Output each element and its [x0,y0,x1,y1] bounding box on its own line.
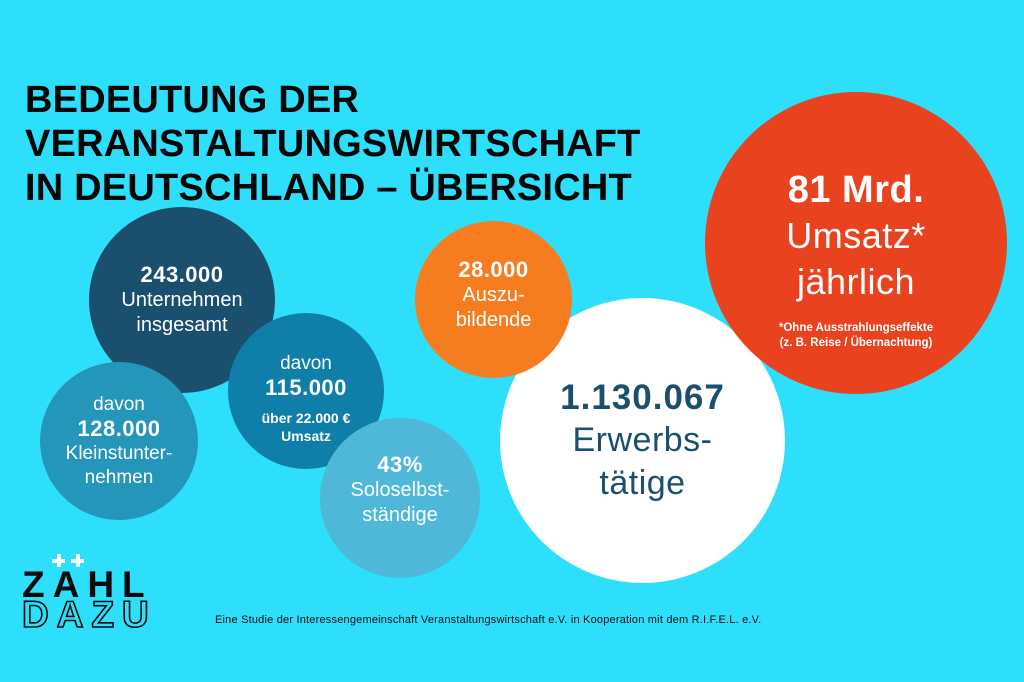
bubble-value: 128.000 [77,415,161,441]
logo-zahl-dazu: ZAHL DAZU [21,553,157,635]
bubble-solo-self-employed: 43% Soloselbst- ständige [320,418,480,578]
title-line-1: BEDEUTUNG DER [25,79,360,121]
bubble-sublabel-line: Umsatz [281,427,331,444]
title-line-2: VERANSTALTUNGSWIRTSCHAFT [25,123,641,165]
plus-icon [52,554,65,567]
bubble-footnote-line: *Ohne Ausstrahlungseffekte [778,322,934,334]
bubble-label-line: Soloselbst- [350,479,450,501]
bubble-label-line: Unternehmen [121,289,243,311]
study-credit-text: Eine Studie der Interessengemeinschaft V… [215,614,762,626]
title-line-3: IN DEUTSCHLAND – ÜBERSICHT [25,167,632,209]
bubble-value: 28.000 [458,256,529,282]
bubble-label-line: Auszu- [462,283,525,306]
bubble-label-line: nehmen [84,466,154,488]
bubble-value: 81 Mrd. [787,169,925,211]
bubble-sublabel-line: über 22.000 € [261,409,351,426]
bubble-annual-turnover: 81 Mrd. Umsatz* jährlich *Ohne Ausstrahl… [705,92,1007,394]
page-title: BEDEUTUNG DER VERANSTALTUNGSWIRTSCHAFT I… [25,78,641,210]
bubble-value: 1.130.067 [560,377,725,417]
bubble-label-line: Kleinstunter- [65,442,173,464]
bubble-micro-enterprises: davon 128.000 Kleinstunter- nehmen [40,362,198,520]
logo-word-bottom: DAZU [21,594,157,635]
bubble-footnote-line: (z. B. Reise / Übernachtung) [779,337,933,349]
plus-icon [71,554,84,567]
bubble-sublabel: über 22.000 € Umsatz [262,409,351,445]
bubble-value: 115.000 [265,374,347,400]
bubble-label-line: Erwerbs- [572,420,713,459]
bubble-apprentices: 28.000 Auszu- bildende [415,221,572,378]
bubble-footnote: *Ohne Ausstrahlungseffekte (z. B. Reise … [779,321,933,351]
logo-word-top: ZAHL [22,564,153,605]
bubble-label-line: Umsatz* [786,215,926,256]
bubble-label-line: jährlich [796,261,916,302]
bubble-label-line: ständige [362,504,438,526]
bubble-label-line: tätige [599,463,686,502]
bubble-value: 43% [377,452,423,477]
bubble-prefix: davon [280,352,332,374]
plus-plus-icon [52,554,84,567]
bubble-label-line: bildende [455,308,532,331]
bubble-prefix: davon [93,393,145,415]
bubble-label-line: insgesamt [136,314,228,336]
bubble-value: 243.000 [140,262,224,287]
